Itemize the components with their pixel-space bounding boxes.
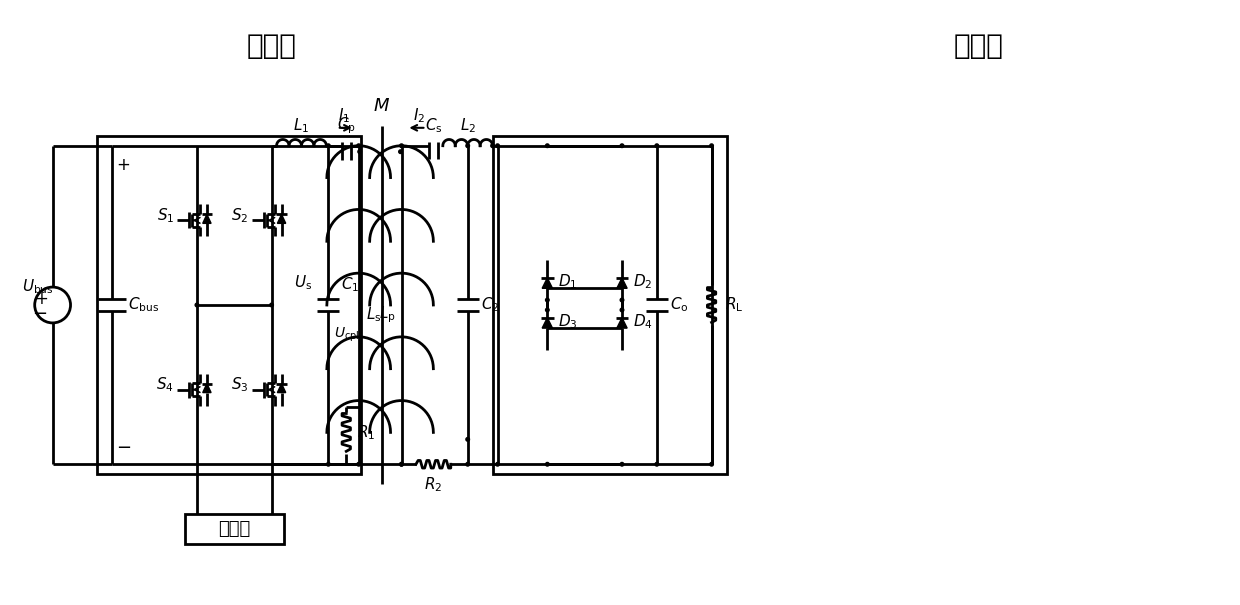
- Text: $R_2$: $R_2$: [424, 475, 443, 494]
- Text: $S_1$: $S_1$: [156, 206, 174, 224]
- Circle shape: [546, 308, 549, 312]
- Circle shape: [399, 150, 402, 154]
- Circle shape: [326, 144, 330, 148]
- Text: $U_{\rm cpl}$: $U_{\rm cpl}$: [334, 325, 360, 344]
- Circle shape: [466, 462, 470, 466]
- Text: $L_{\rm p}$: $L_{\rm p}$: [378, 305, 396, 325]
- Circle shape: [195, 303, 198, 307]
- Circle shape: [466, 437, 470, 441]
- Circle shape: [357, 144, 361, 148]
- Text: 接收端: 接收端: [954, 32, 1003, 60]
- Circle shape: [399, 462, 403, 466]
- Polygon shape: [278, 214, 285, 223]
- Polygon shape: [616, 318, 627, 328]
- Text: $C_1$: $C_1$: [341, 276, 360, 295]
- Text: $S_2$: $S_2$: [232, 206, 249, 224]
- Text: $D_4$: $D_4$: [632, 313, 652, 332]
- Polygon shape: [616, 278, 627, 289]
- Circle shape: [496, 144, 500, 148]
- Polygon shape: [202, 214, 211, 223]
- Text: $U_{\rm bus}$: $U_{\rm bus}$: [22, 278, 53, 296]
- Text: $R_{\rm L}$: $R_{\rm L}$: [724, 296, 743, 315]
- Circle shape: [496, 462, 500, 466]
- Text: $C_2$: $C_2$: [481, 296, 498, 315]
- Text: $S_4$: $S_4$: [156, 375, 174, 394]
- Text: $C_{\rm p}$: $C_{\rm p}$: [337, 116, 356, 136]
- Text: $M$: $M$: [373, 97, 391, 115]
- Circle shape: [399, 462, 403, 466]
- Polygon shape: [278, 384, 285, 393]
- Text: $R_1$: $R_1$: [357, 423, 376, 442]
- Text: $D_3$: $D_3$: [558, 313, 578, 332]
- Text: 控制器: 控制器: [218, 520, 250, 538]
- Text: $+$: $+$: [117, 157, 130, 174]
- Text: $L_1$: $L_1$: [294, 117, 310, 135]
- Circle shape: [709, 144, 713, 148]
- Circle shape: [399, 144, 403, 148]
- Text: $C_{\rm o}$: $C_{\rm o}$: [670, 296, 688, 315]
- Circle shape: [326, 462, 330, 466]
- Circle shape: [270, 303, 273, 307]
- Circle shape: [357, 462, 361, 466]
- Polygon shape: [542, 278, 553, 289]
- Circle shape: [620, 308, 624, 312]
- Text: $L_{\rm s}$: $L_{\rm s}$: [366, 306, 382, 324]
- Text: $D_2$: $D_2$: [632, 273, 652, 292]
- Polygon shape: [202, 384, 211, 393]
- Circle shape: [358, 150, 362, 154]
- Text: $-$: $-$: [32, 303, 47, 321]
- Text: $+$: $+$: [33, 290, 47, 307]
- Circle shape: [546, 462, 549, 466]
- Circle shape: [620, 462, 624, 466]
- Text: 发射端: 发射端: [247, 32, 296, 60]
- Text: $C_{\rm bus}$: $C_{\rm bus}$: [128, 296, 160, 315]
- FancyBboxPatch shape: [185, 514, 284, 544]
- Circle shape: [655, 462, 658, 466]
- Text: $C_{\rm s}$: $C_{\rm s}$: [424, 117, 443, 135]
- Text: $L_2$: $L_2$: [460, 117, 476, 135]
- Circle shape: [466, 144, 470, 148]
- Text: $D_1$: $D_1$: [558, 273, 578, 292]
- Circle shape: [546, 298, 549, 302]
- Text: $S_3$: $S_3$: [231, 375, 249, 394]
- Circle shape: [655, 144, 658, 148]
- Circle shape: [620, 298, 624, 302]
- Circle shape: [546, 144, 549, 148]
- Text: $I_2$: $I_2$: [413, 106, 425, 125]
- Text: $-$: $-$: [117, 437, 131, 456]
- Circle shape: [491, 144, 495, 148]
- Circle shape: [620, 144, 624, 148]
- Circle shape: [709, 462, 713, 466]
- Text: $U_{\rm s}$: $U_{\rm s}$: [294, 273, 312, 292]
- Polygon shape: [542, 318, 553, 328]
- Text: $I_1$: $I_1$: [337, 106, 350, 125]
